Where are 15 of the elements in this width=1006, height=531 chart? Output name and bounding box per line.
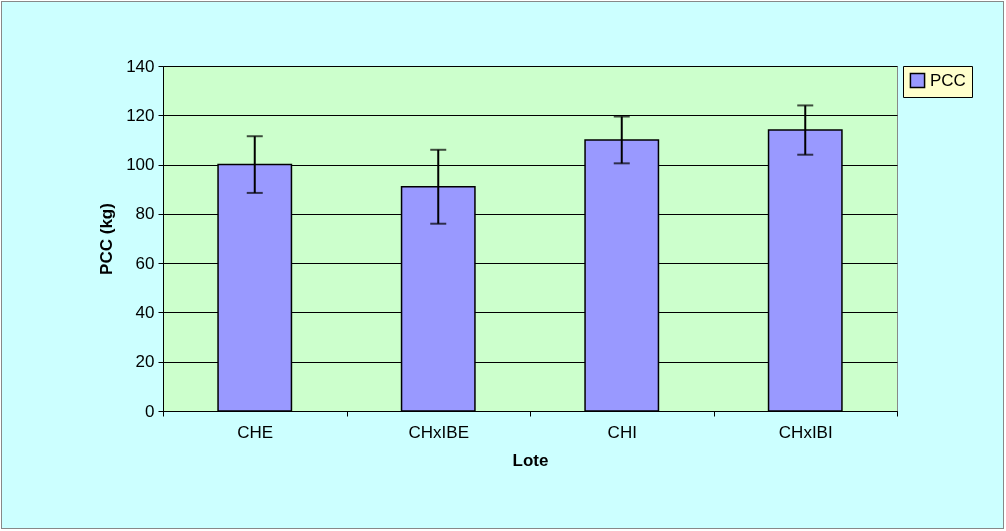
x-tick-label: CHxIBI [778,422,833,442]
x-tick-label: CHxIBE [408,422,469,442]
y-axis-title: PCC (kg) [97,203,117,275]
legend-label: PCC [930,70,966,90]
y-tick-label: 100 [126,155,155,175]
y-tick-label: 120 [126,105,155,125]
x-axis-title: Lote [512,450,549,470]
y-tick-label: 80 [135,204,155,224]
y-tick-label: 40 [135,302,155,322]
x-tick-label: CHI [607,422,637,442]
y-tick-label: 20 [135,352,155,372]
y-tick-label: 0 [145,401,155,421]
y-tick-label: 60 [135,253,155,273]
y-tick-label: 140 [126,56,155,76]
x-tick-label: CHE [237,422,274,442]
